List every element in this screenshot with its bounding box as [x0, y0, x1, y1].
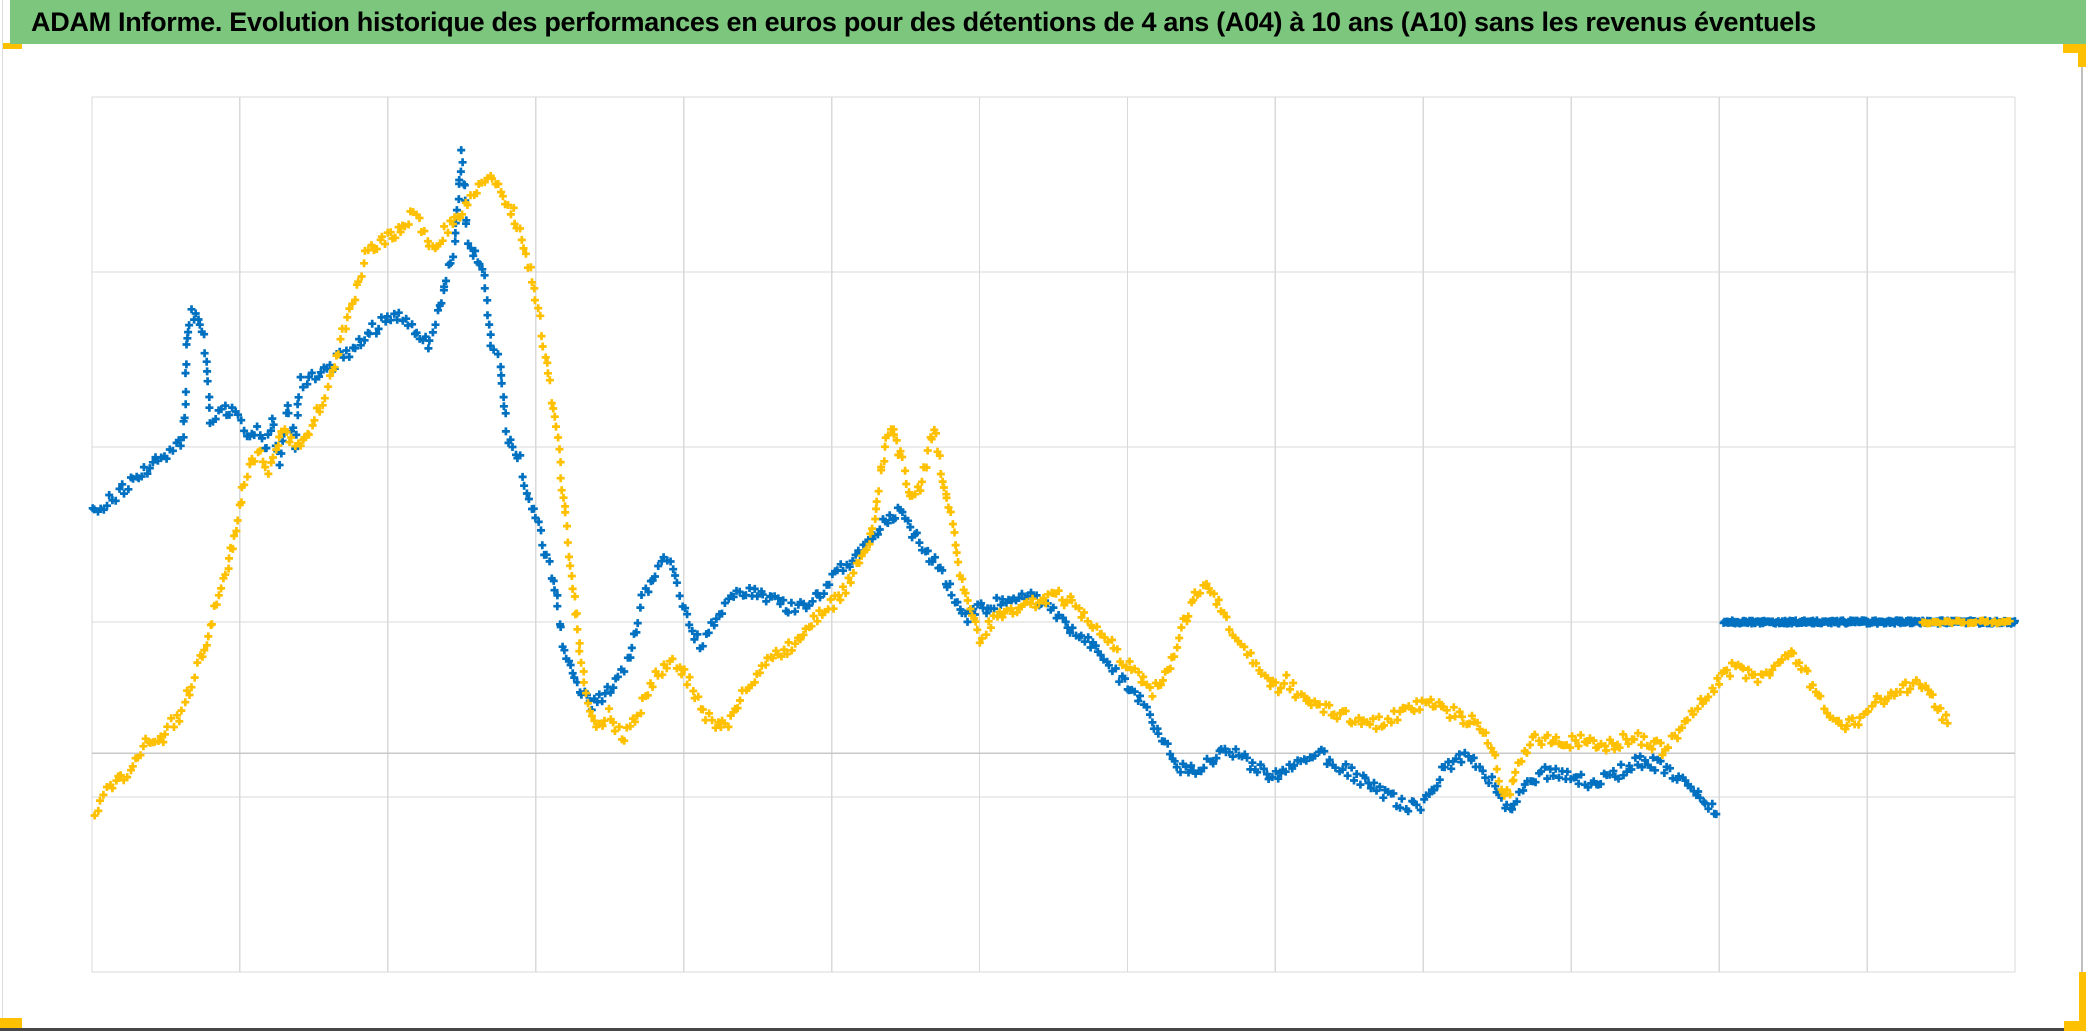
corner-accent-bottom-left: [0, 1018, 22, 1028]
corner-accent-top-right-v: [2078, 44, 2086, 67]
corner-accent-top-left: [3, 43, 22, 49]
series_blue: [88, 146, 2019, 819]
window-left-border: [2, 0, 3, 1031]
corner-accent-bottom-right-v: [2079, 972, 2086, 1024]
series_yellow: [90, 171, 2014, 820]
chart-series: [88, 146, 2019, 820]
page-title: ADAM Informe. Evolution historique des p…: [31, 6, 1816, 37]
chart-gridlines: [91, 96, 2016, 973]
bottom-rule: [0, 1028, 2086, 1031]
window-right-border: [2081, 0, 2083, 1031]
corner-accent-bottom-right-h: [2064, 1021, 2086, 1031]
header-bar: ADAM Informe. Evolution historique des p…: [10, 0, 2086, 44]
corner-accent-top-right-h: [2063, 44, 2086, 53]
